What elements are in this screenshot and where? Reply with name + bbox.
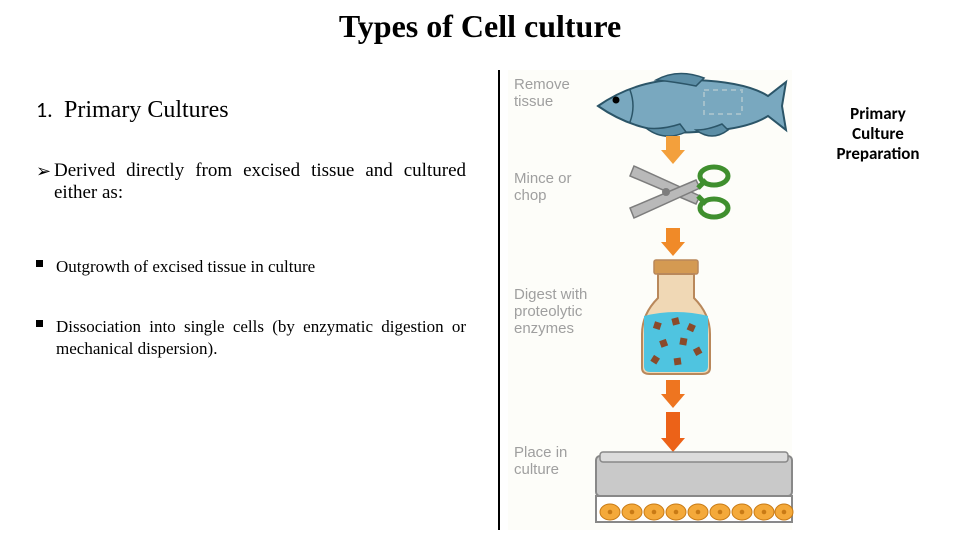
label-digest: Digest withproteolyticenzymes xyxy=(514,286,587,337)
bullet-dissociation: Dissociation into single cells (by enzym… xyxy=(36,316,466,360)
arrow-down-icon xyxy=(666,228,680,242)
arrow-bullet-icon: ➢ xyxy=(36,160,54,182)
label-place: Place inculture xyxy=(514,444,567,478)
tube-icon xyxy=(626,258,726,378)
arrow-down-icon xyxy=(666,412,680,438)
arrow-down-icon xyxy=(666,136,680,150)
arrow-down-head-icon xyxy=(661,242,685,256)
arrow-down-head-icon xyxy=(661,394,685,408)
bullet-derived-text: Derived directly from excised tissue and… xyxy=(54,160,466,204)
heading-text: Primary Cultures xyxy=(64,97,229,124)
bullet-dissociation-text: Dissociation into single cells (by enzym… xyxy=(56,316,466,360)
text-column: 1. Primary Cultures ➢ Derived directly f… xyxy=(36,96,466,360)
bullet-derived: ➢ Derived directly from excised tissue a… xyxy=(36,160,466,204)
bullet-outgrowth-text: Outgrowth of excised tissue in culture xyxy=(56,256,315,278)
diagram-panel: Removetissue Mince orchop xyxy=(508,70,792,530)
square-bullet-icon xyxy=(36,320,48,327)
scissors-icon xyxy=(614,156,734,228)
fish-icon xyxy=(586,70,796,142)
label-remove-tissue: Removetissue xyxy=(514,76,570,110)
arrow-down-icon xyxy=(666,380,680,394)
bullet-outgrowth: Outgrowth of excised tissue in culture xyxy=(36,256,466,278)
page-title: Types of Cell culture xyxy=(0,8,960,45)
label-mince: Mince orchop xyxy=(514,170,572,204)
heading-number: 1. xyxy=(36,96,64,123)
heading-row: 1. Primary Cultures xyxy=(36,96,466,124)
culture-dish-icon xyxy=(594,450,794,526)
side-caption: Primary Culture Preparation xyxy=(808,104,948,164)
square-bullet-icon xyxy=(36,260,48,267)
diagram-container: Removetissue Mince orchop xyxy=(498,70,798,530)
